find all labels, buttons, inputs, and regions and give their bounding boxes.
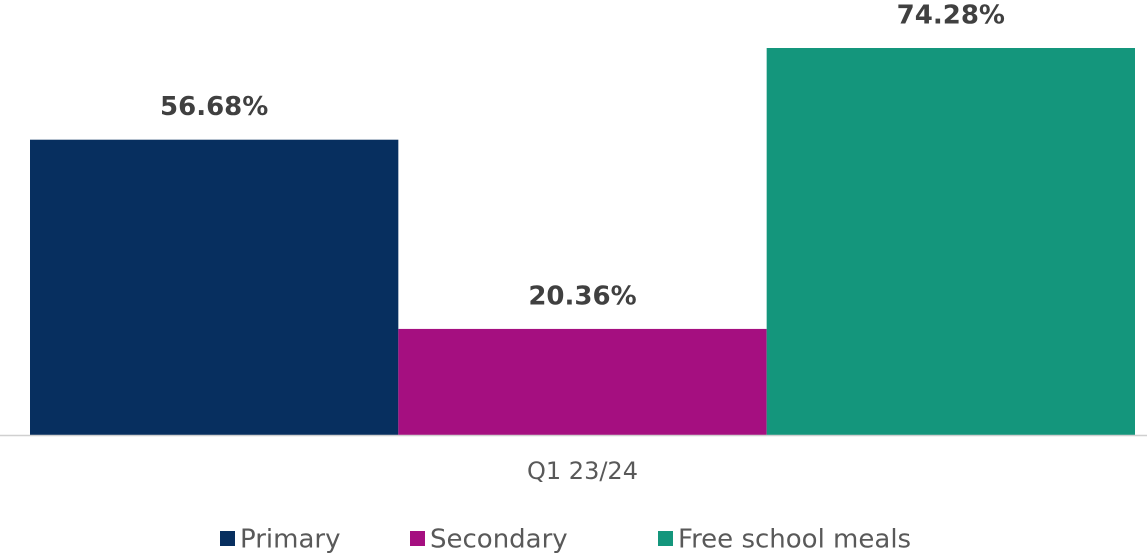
value-label: 56.68%: [160, 92, 268, 122]
legend-swatch: [410, 531, 425, 546]
bar: [30, 139, 399, 435]
value-label: 20.36%: [528, 281, 636, 311]
legend-label: Primary: [240, 525, 340, 555]
legend-label: Secondary: [430, 525, 568, 555]
bar: [398, 328, 767, 435]
value-label: 74.28%: [897, 1, 1005, 31]
legend-swatch: [658, 531, 673, 546]
legend-swatch: [220, 531, 235, 546]
bar: [766, 48, 1135, 435]
legend-label: Free school meals: [678, 525, 911, 555]
x-tick-label: Q1 23/24: [527, 457, 638, 485]
